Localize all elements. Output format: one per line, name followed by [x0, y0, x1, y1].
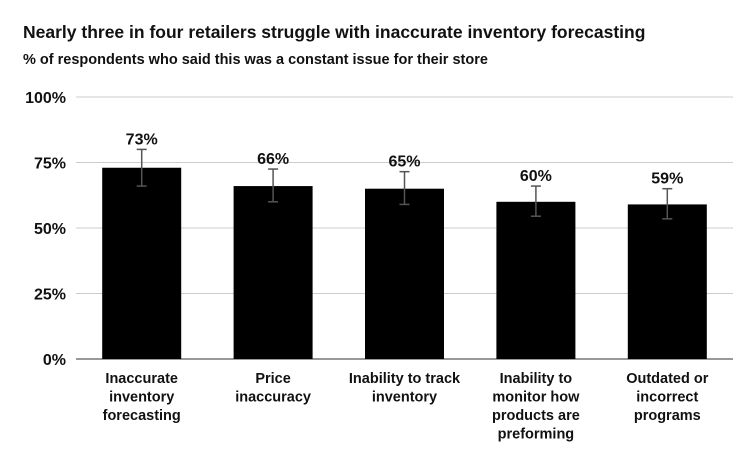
y-tick-label: 25%	[34, 287, 66, 304]
data-label: 59%	[651, 171, 683, 188]
x-tick-label-line: Price	[255, 371, 290, 387]
chart-subtitle: % of respondents who said this was a con…	[23, 52, 488, 68]
x-tick-label-line: Outdated or	[626, 371, 709, 387]
x-tick-label: Inability to track inventory	[349, 371, 461, 406]
x-tick-label-line: inaccuracy	[235, 390, 311, 406]
x-tick-label-line: Inaccurate	[105, 371, 178, 387]
x-tick-label-line: forecasting	[103, 408, 181, 424]
y-tick-label: 100%	[25, 90, 66, 107]
x-tick-label: Inaccurate inventory forecasting	[103, 371, 181, 424]
y-tick-label: 75%	[34, 156, 66, 173]
bar	[233, 186, 313, 359]
bar	[627, 204, 707, 359]
bar	[496, 201, 576, 359]
bar	[365, 188, 444, 359]
x-tick-label-line: incorrect	[636, 390, 698, 406]
x-tick-label-line: programs	[634, 408, 701, 424]
x-tick-label-line: preforming	[498, 427, 575, 443]
x-tick-label: Inability to monitor how products are prefo…	[492, 371, 580, 443]
x-tick-label-line: inventory	[109, 390, 174, 406]
chart-title: Nearly three in four retailers struggle …	[23, 22, 646, 42]
y-tick-label: 50%	[34, 221, 66, 238]
x-tick-label-line: products are	[492, 408, 580, 424]
x-tick-label-line: inventory	[372, 390, 437, 406]
data-label: 65%	[388, 154, 420, 171]
x-tick-label: Outdated or incorrect programs	[626, 371, 709, 424]
x-tick-label-line: monitor how	[492, 390, 580, 406]
data-label: 73%	[126, 131, 158, 148]
x-tick-label: Price inaccuracy	[235, 371, 311, 406]
data-label: 66%	[257, 151, 289, 168]
data-label: 60%	[520, 168, 552, 185]
x-tick-label-line: Inability to track	[349, 371, 461, 387]
y-tick-label: 0%	[43, 352, 66, 369]
bar	[102, 167, 182, 359]
x-tick-label-line: Inability to	[500, 371, 573, 387]
